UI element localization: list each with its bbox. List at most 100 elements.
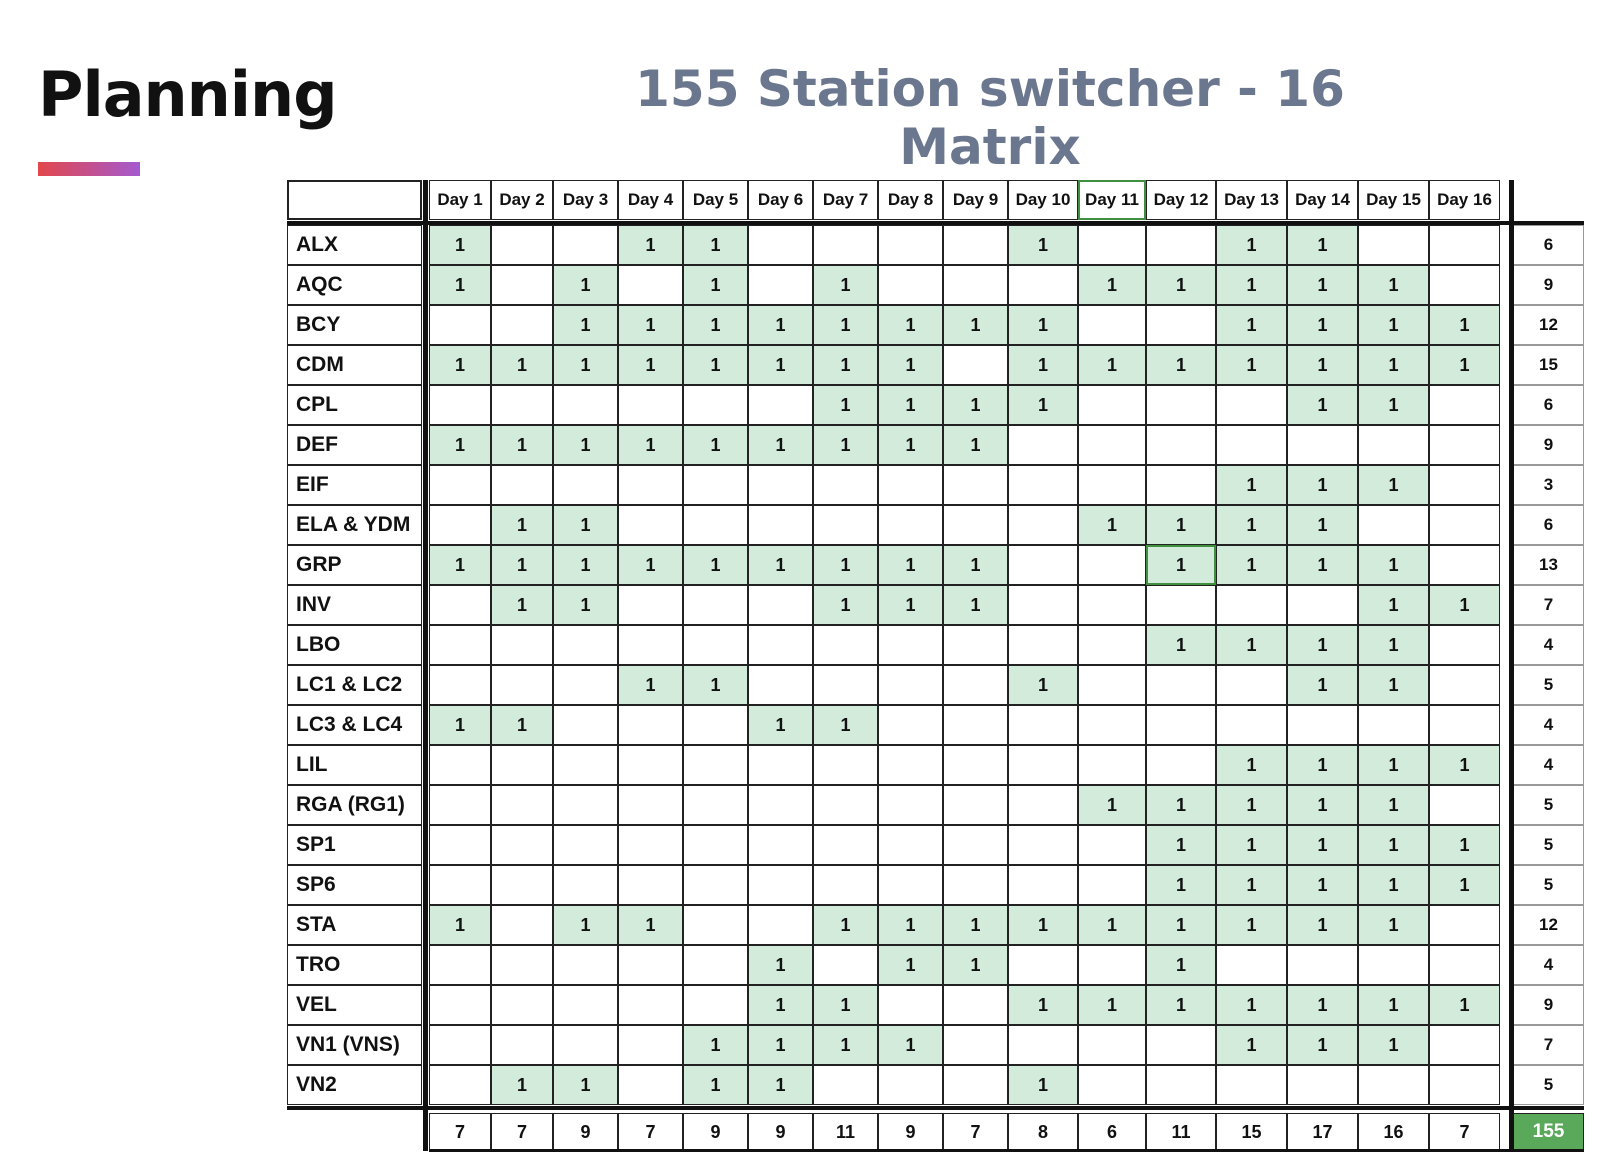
matrix-cell <box>943 345 1008 385</box>
matrix-cell: 1 <box>943 305 1008 345</box>
matrix-cell <box>813 745 878 785</box>
matrix-cell <box>943 265 1008 305</box>
matrix-cell: 1 <box>1429 825 1500 865</box>
matrix-cell <box>1429 1025 1500 1065</box>
matrix-cell <box>618 1065 683 1105</box>
day-header: Day 12 <box>1146 180 1216 220</box>
matrix-cell <box>1429 665 1500 705</box>
matrix-cell: 1 <box>1358 385 1429 425</box>
row-total: 4 <box>1513 745 1584 785</box>
matrix-cell: 1 <box>1287 265 1358 305</box>
matrix-cell <box>491 385 553 425</box>
matrix-cell: 1 <box>878 305 943 345</box>
matrix-cell: 1 <box>1146 345 1216 385</box>
day-header: Day 7 <box>813 180 878 220</box>
matrix-cell <box>1146 425 1216 465</box>
matrix-cell: 1 <box>683 425 748 465</box>
matrix-cell: 1 <box>1358 585 1429 625</box>
matrix-cell <box>1078 825 1146 865</box>
matrix-cell: 1 <box>1008 1065 1078 1105</box>
matrix-cell: 1 <box>813 305 878 345</box>
matrix-cell <box>1078 585 1146 625</box>
row-total: 5 <box>1513 1065 1584 1105</box>
matrix-cell <box>491 905 553 945</box>
matrix-cell: 1 <box>1216 265 1287 305</box>
matrix-cell <box>1008 945 1078 985</box>
matrix-cell <box>1008 545 1078 585</box>
matrix-cell: 1 <box>813 265 878 305</box>
row-total: 6 <box>1513 225 1584 265</box>
matrix-cell: 1 <box>813 385 878 425</box>
row-total: 12 <box>1513 305 1584 345</box>
matrix-cell: 1 <box>943 385 1008 425</box>
station-label: BCY <box>287 305 422 345</box>
matrix-cell <box>491 465 553 505</box>
matrix-cell <box>491 745 553 785</box>
matrix-cell: 1 <box>618 545 683 585</box>
matrix-cell: 1 <box>1358 545 1429 585</box>
matrix-cell <box>553 705 618 745</box>
matrix-cell: 1 <box>1216 625 1287 665</box>
matrix-cell <box>553 665 618 705</box>
matrix-cell: 1 <box>943 905 1008 945</box>
matrix-cell: 1 <box>1078 345 1146 385</box>
row-total: 5 <box>1513 785 1584 825</box>
matrix-cell <box>683 705 748 745</box>
matrix-cell <box>1429 505 1500 545</box>
matrix-cell <box>683 865 748 905</box>
matrix-cell <box>1287 1065 1358 1105</box>
matrix-cell <box>429 465 491 505</box>
matrix-cell <box>618 385 683 425</box>
matrix-cell: 1 <box>618 425 683 465</box>
matrix-cell <box>943 465 1008 505</box>
title-accent-bar <box>38 162 140 176</box>
row-total: 15 <box>1513 345 1584 385</box>
matrix-cell <box>491 785 553 825</box>
matrix-cell: 1 <box>1358 905 1429 945</box>
matrix-cell <box>1358 425 1429 465</box>
matrix-cell <box>553 985 618 1025</box>
matrix-cell <box>491 305 553 345</box>
matrix-cell <box>878 665 943 705</box>
day-header: Day 10 <box>1008 180 1078 220</box>
station-label: SP1 <box>287 825 422 865</box>
row-total: 4 <box>1513 945 1584 985</box>
matrix-cell <box>878 985 943 1025</box>
matrix-cell: 1 <box>1429 745 1500 785</box>
matrix-cell <box>1358 1065 1429 1105</box>
matrix-cell <box>813 225 878 265</box>
matrix-cell <box>748 385 813 425</box>
matrix-cell: 1 <box>1287 305 1358 345</box>
matrix-cell: 1 <box>1287 385 1358 425</box>
matrix-cell <box>1429 265 1500 305</box>
matrix-cell <box>553 385 618 425</box>
matrix-cell <box>943 825 1008 865</box>
matrix-cell <box>618 745 683 785</box>
matrix-cell <box>878 1065 943 1105</box>
matrix-cell: 1 <box>813 345 878 385</box>
matrix-cell <box>1429 545 1500 585</box>
matrix-cell: 1 <box>429 345 491 385</box>
matrix-cell: 1 <box>1287 505 1358 545</box>
matrix-cell: 1 <box>1287 1025 1358 1065</box>
matrix-cell <box>491 265 553 305</box>
matrix-cell: 1 <box>1216 825 1287 865</box>
row-total: 9 <box>1513 265 1584 305</box>
matrix-cell: 1 <box>748 985 813 1025</box>
matrix-cell <box>1146 705 1216 745</box>
matrix-cell: 1 <box>1358 985 1429 1025</box>
matrix-cell: 1 <box>1146 945 1216 985</box>
station-label: CDM <box>287 345 422 385</box>
matrix-cell: 1 <box>491 705 553 745</box>
matrix-cell: 1 <box>1216 545 1287 585</box>
matrix-cell: 1 <box>1078 905 1146 945</box>
station-label: RGA (RG1) <box>287 785 422 825</box>
matrix-cell: 1 <box>1287 625 1358 665</box>
matrix-cell <box>618 265 683 305</box>
matrix-cell <box>943 505 1008 545</box>
station-label: TRO <box>287 945 422 985</box>
matrix-cell <box>618 505 683 545</box>
station-label: EIF <box>287 465 422 505</box>
grand-total: 155 <box>1513 1113 1584 1151</box>
matrix-cell: 1 <box>1358 305 1429 345</box>
